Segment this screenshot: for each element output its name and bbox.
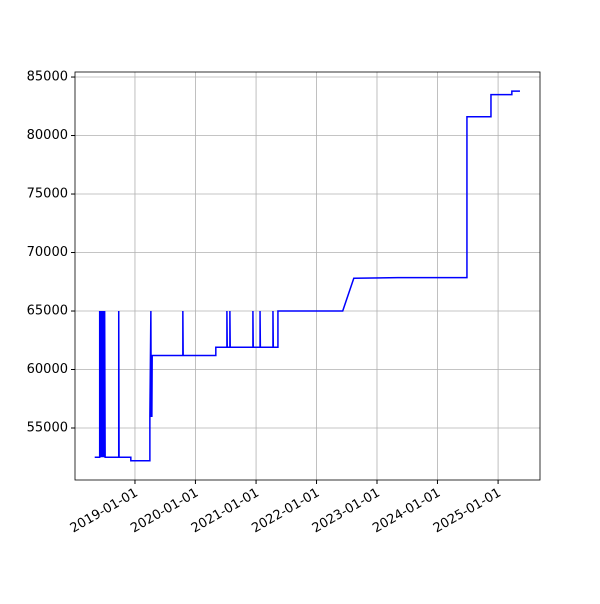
x-tick-label: 2020-01-01: [128, 486, 201, 537]
y-tick-label: 80000: [27, 128, 68, 143]
x-tick-label: 2024-01-01: [370, 486, 443, 537]
x-tick-label: 2022-01-01: [249, 486, 322, 537]
x-tick-label: 2019-01-01: [68, 486, 141, 537]
y-tick-label: 55000: [27, 421, 68, 436]
y-tick-label: 70000: [27, 245, 68, 260]
y-tick-label: 65000: [27, 304, 68, 319]
y-tick-label: 75000: [27, 187, 68, 202]
x-tick-label: 2025-01-01: [431, 486, 504, 537]
x-tick-label: 2021-01-01: [189, 486, 262, 537]
data-line: [94, 90, 520, 462]
y-tick-label: 60000: [27, 362, 68, 377]
plot-frame: [74, 71, 541, 481]
x-tick-label: 2023-01-01: [310, 486, 383, 537]
y-tick-label: 85000: [27, 70, 68, 85]
